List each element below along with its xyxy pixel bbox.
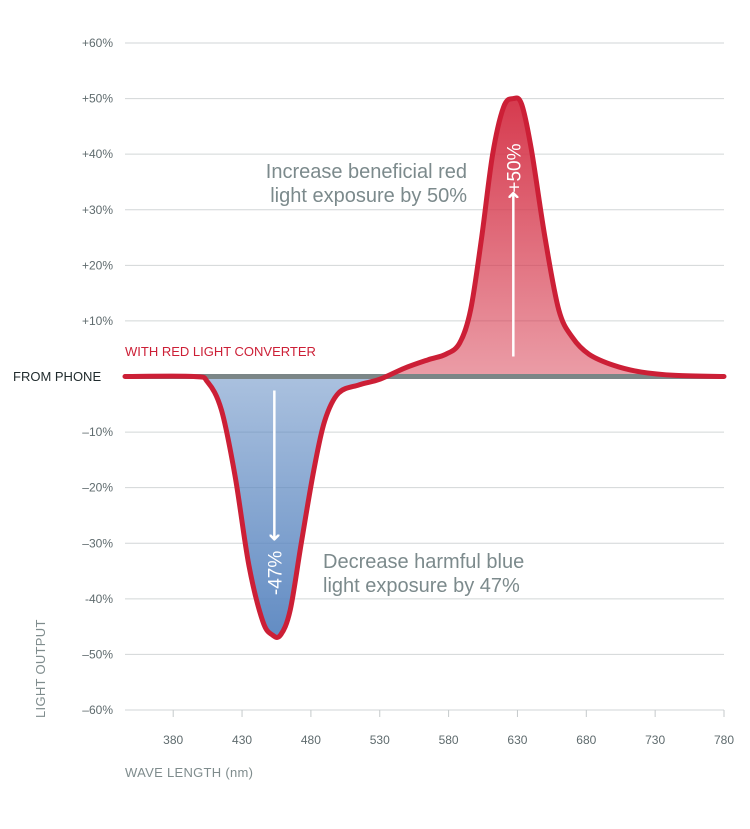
y-axis-title: LIGHT OUTPUT — [33, 619, 48, 718]
x-tick-label: 430 — [232, 733, 252, 747]
increase-annotation-line2: light exposure by 50% — [270, 185, 467, 207]
y-tick-label: +50% — [82, 92, 113, 106]
y-tick-label: +20% — [82, 258, 113, 272]
x-tick-label: 680 — [576, 733, 596, 747]
y-tick-label: +40% — [82, 147, 113, 161]
x-axis-ticks: 380 430 480 530 580 630 680 730 780 — [163, 710, 734, 747]
decrease-percent-label: -47% — [265, 551, 286, 595]
x-tick-label: 380 — [163, 733, 183, 747]
x-tick-label: 530 — [370, 733, 390, 747]
grid-lines — [125, 42, 724, 711]
y-tick-label: –60% — [82, 703, 113, 717]
y-axis-ticks: +60% +50% +40% +30% +20% +10% –10% –20% –30% -40%… — [82, 36, 113, 717]
increase-annotation-line1: Increase beneficial red — [266, 161, 467, 183]
x-tick-label: 780 — [714, 733, 734, 747]
x-tick-label: 630 — [507, 733, 527, 747]
x-tick-label: 730 — [645, 733, 665, 747]
y-tick-label: –30% — [82, 536, 113, 550]
x-axis-title: WAVE LENGTH (nm) — [125, 765, 253, 780]
y-tick-label: –10% — [82, 425, 113, 439]
x-tick-label: 580 — [439, 733, 459, 747]
y-tick-label: –50% — [82, 647, 113, 661]
converter-series-line — [122, 95, 727, 640]
increase-percent-label: +50% — [504, 143, 525, 192]
x-tick-label: 480 — [301, 733, 321, 747]
y-tick-label: +30% — [82, 203, 113, 217]
y-tick-label: –20% — [82, 481, 113, 495]
decrease-annotation-line1: Decrease harmful blue — [323, 551, 524, 573]
converter-series-label: WITH RED LIGHT CONVERTER — [125, 344, 316, 359]
from-phone-series-label: FROM PHONE — [13, 369, 101, 384]
y-tick-label: +60% — [82, 36, 113, 50]
y-tick-label: +10% — [82, 314, 113, 328]
decrease-annotation-line2: light exposure by 47% — [323, 575, 520, 597]
y-tick-label: -40% — [85, 592, 113, 606]
